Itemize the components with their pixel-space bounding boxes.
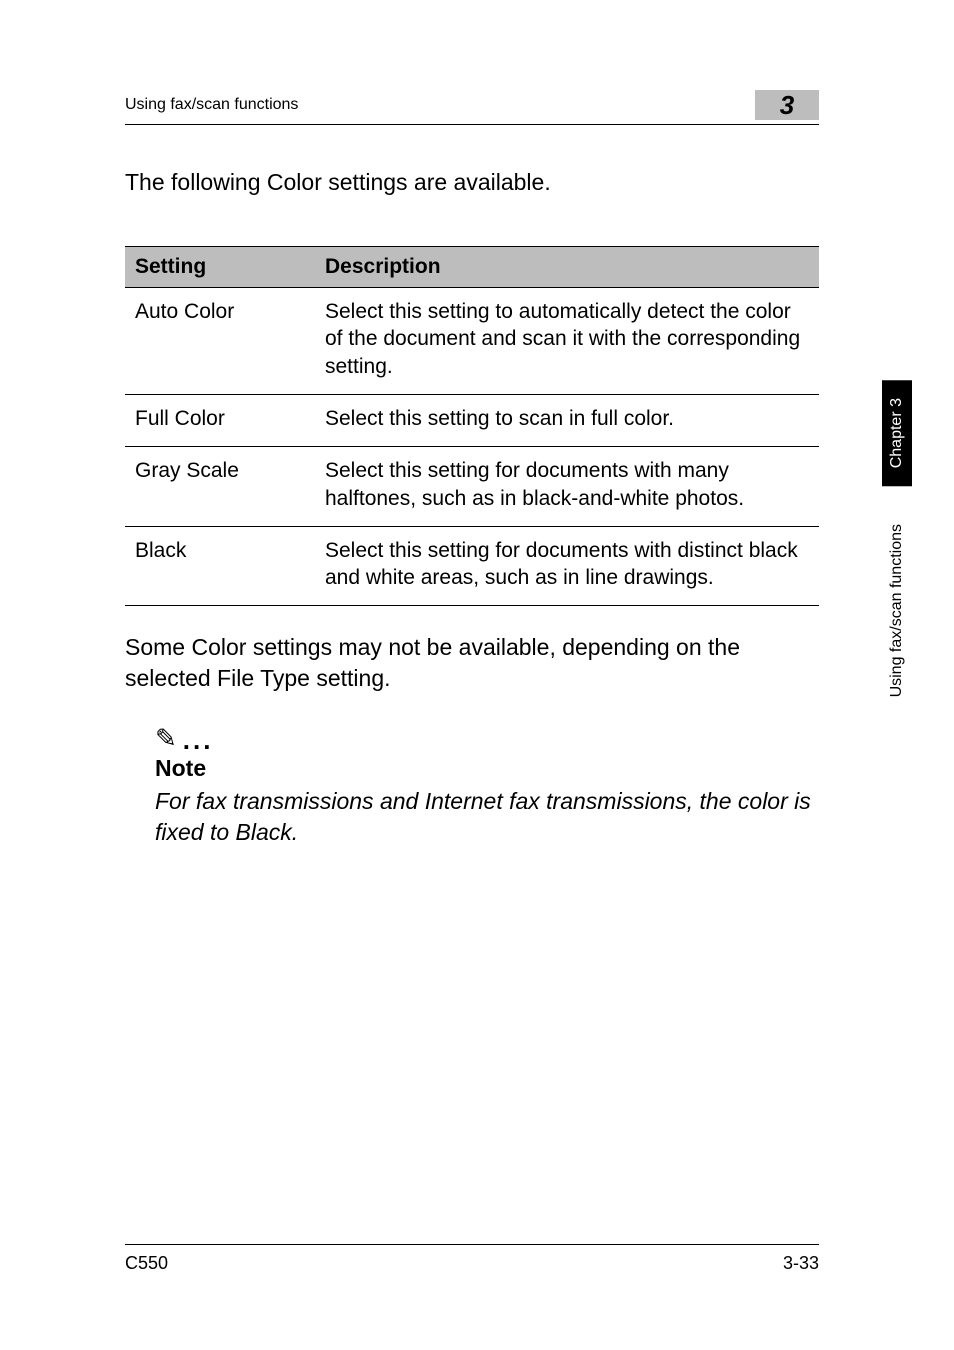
table-header-row: Setting Description: [125, 247, 819, 288]
table-row: Auto Color Select this setting to automa…: [125, 288, 819, 395]
pencil-icon: ✎: [155, 725, 177, 751]
table-row: Full Color Select this setting to scan i…: [125, 394, 819, 446]
setting-description: Select this setting for documents with d…: [315, 526, 819, 606]
note-body: For fax transmissions and Internet fax t…: [155, 786, 819, 848]
footer-model: C550: [125, 1253, 168, 1274]
setting-name: Black: [125, 526, 315, 606]
page-footer: C550 3-33: [125, 1244, 819, 1274]
footer-page-number: 3-33: [783, 1253, 819, 1274]
setting-name: Auto Color: [125, 288, 315, 395]
note-title: Note: [155, 755, 819, 782]
side-tab-functions: Using fax/scan functions: [882, 520, 912, 701]
setting-name: Gray Scale: [125, 447, 315, 527]
side-tab-chapter: Chapter 3: [882, 380, 912, 486]
table-row: Black Select this setting for documents …: [125, 526, 819, 606]
header-chapter-number: 3: [780, 90, 794, 121]
table-row: Gray Scale Select this setting for docum…: [125, 447, 819, 527]
note-dots: ...: [183, 733, 214, 751]
setting-description: Select this setting to scan in full colo…: [315, 394, 819, 446]
setting-name: Full Color: [125, 394, 315, 446]
table-header-description: Description: [315, 247, 819, 288]
note-icon-row: ✎ ...: [155, 725, 819, 751]
page-header: Using fax/scan functions 3: [125, 90, 819, 125]
note-block: ✎ ... Note For fax transmissions and Int…: [155, 725, 819, 848]
header-section-title: Using fax/scan functions: [125, 96, 298, 114]
header-chapter-badge: 3: [755, 90, 819, 120]
intro-text: The following Color settings are availab…: [125, 167, 819, 198]
setting-description: Select this setting for documents with m…: [315, 447, 819, 527]
setting-description: Select this setting to automatically det…: [315, 288, 819, 395]
color-settings-table: Setting Description Auto Color Select th…: [125, 246, 819, 606]
after-table-text: Some Color settings may not be available…: [125, 632, 819, 694]
table-header-setting: Setting: [125, 247, 315, 288]
document-page: Using fax/scan functions 3 The following…: [0, 0, 954, 1350]
